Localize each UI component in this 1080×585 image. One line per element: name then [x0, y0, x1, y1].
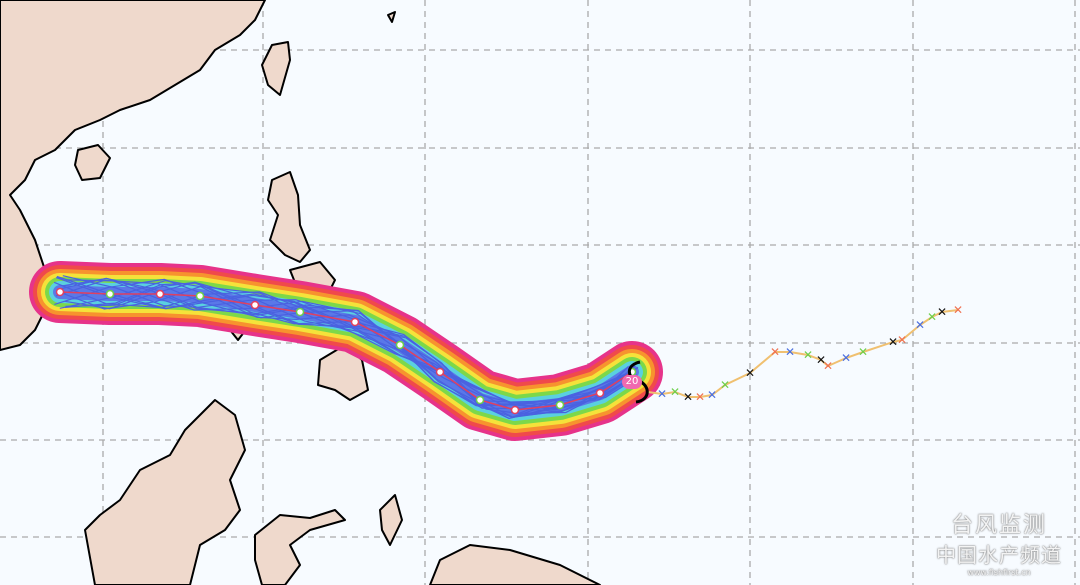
observed-position-marker: ✕: [927, 310, 937, 324]
ensemble-member-track: [56, 275, 632, 410]
forecast-point: [250, 300, 260, 310]
observed-position-marker: ✕: [745, 366, 755, 380]
land-borneo: [84, 399, 246, 585]
observed-track-line: [647, 309, 959, 398]
observed-position-marker: ✕: [657, 387, 667, 401]
observed-track: ✕ ✕ ✕ ✕ ✕✕✕✕ ✕ ✕ ✕✕✕ ✕✕✕✕✕ ✕ ✕: [647, 303, 963, 404]
ensemble-member-track: [58, 285, 629, 415]
watermark-url: www.fishfirst.cn: [967, 568, 1031, 577]
land-hainan: [74, 144, 111, 181]
ensemble-member-track: [53, 281, 627, 413]
land-luzon: [267, 171, 311, 263]
watermark: 台风监测 中国水产频道 www.fishfirst.cn: [936, 507, 1062, 577]
forecast-point: [555, 400, 565, 410]
forecast-point: [55, 287, 65, 297]
forecast-point: [295, 307, 305, 317]
observed-position-marker: ✕: [683, 390, 693, 404]
ensemble-tracks: [53, 275, 639, 420]
ensemble-member-track: [65, 279, 638, 403]
watermark-line2: 中国水产频道: [936, 543, 1062, 567]
forecast-point: [435, 367, 445, 377]
land-taiwan: [261, 41, 291, 96]
observed-position-marker: ✕: [823, 359, 833, 373]
observed-position-marker: ✕: [915, 318, 925, 332]
land-halmahera: [379, 494, 403, 546]
forecast-point: [195, 291, 205, 301]
observed-position-marker: ✕: [841, 351, 851, 365]
land-new-guinea: [429, 544, 601, 585]
watermark-line1: 台风监测: [950, 513, 1047, 538]
observed-position-marker: ✕: [770, 345, 780, 359]
observed-position-marker: ✕: [858, 345, 868, 359]
observed-position-marker: ✕: [707, 388, 717, 402]
forecast-point: [595, 388, 605, 398]
observed-position-marker: ✕: [785, 345, 795, 359]
observed-position-marker: ✕: [803, 348, 813, 362]
landmasses: [0, 0, 601, 585]
mean-track-line: [59, 291, 633, 411]
observed-position-marker: ✕: [897, 333, 907, 347]
observed-position-marker: ✕: [670, 385, 680, 399]
forecast-point: [510, 405, 520, 415]
observed-position-marker: ✕: [953, 303, 963, 317]
forecast-point: [475, 395, 485, 405]
forecast-point: [395, 340, 405, 350]
forecast-point: [350, 317, 360, 327]
mean-forecast-track: [55, 287, 637, 415]
forecast-point: [105, 289, 115, 299]
observed-position-marker: ✕: [720, 378, 730, 392]
current-position-label: 20: [622, 375, 642, 389]
observed-position-marker: ✕: [695, 390, 705, 404]
land-sulawesi: [254, 509, 346, 585]
land-small-island-north: [387, 11, 396, 23]
observed-position-marker: ✕: [888, 335, 898, 349]
observed-position-marker: ✕: [816, 353, 826, 367]
ensemble-member-track: [65, 281, 639, 420]
observed-position-marker: ✕: [937, 305, 947, 319]
forecast-point: [155, 289, 165, 299]
